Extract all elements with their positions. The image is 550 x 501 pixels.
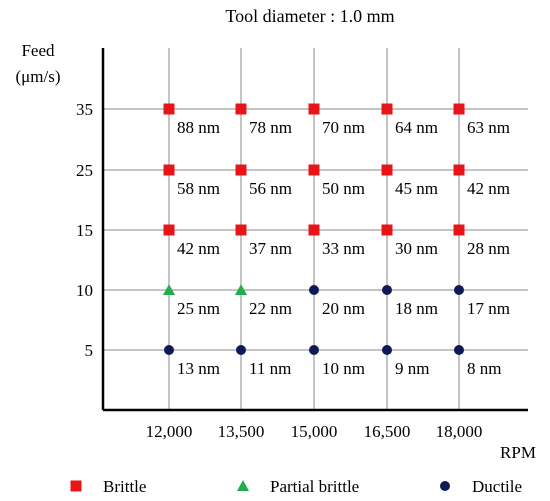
data-point-label: 18 nm xyxy=(395,299,438,318)
data-point-label: 88 nm xyxy=(177,118,220,137)
legend-label: Ductile xyxy=(472,477,522,496)
data-point-label: 20 nm xyxy=(322,299,365,318)
data-point-brittle xyxy=(163,224,175,236)
data-point-label: 9 nm xyxy=(395,359,429,378)
data-point-label: 42 nm xyxy=(467,179,510,198)
y-tick-label: 25 xyxy=(76,161,93,180)
data-point-label: 70 nm xyxy=(322,118,365,137)
legend-item-brittle: Brittle xyxy=(70,477,146,496)
data-point-label: 33 nm xyxy=(322,239,365,258)
x-tick-labels: 12,000 13,500 15,000 16,500 18,000 xyxy=(146,422,483,441)
x-tick-label: 18,000 xyxy=(436,422,483,441)
data-point-ductile xyxy=(309,345,319,355)
data-point-brittle xyxy=(163,164,175,176)
y-axis-label-line1: Feed xyxy=(21,41,55,60)
y-tick-labels: 35 25 15 10 5 xyxy=(76,100,93,360)
data-points: 88 nm 78 nm 70 nm 64 nm 63 nm 58 nm 56 nm 50 nm… xyxy=(163,103,510,378)
data-point-ductile xyxy=(382,285,392,295)
y-tick-label: 10 xyxy=(76,281,93,300)
data-point-brittle xyxy=(235,103,247,115)
data-point-label: 63 nm xyxy=(467,118,510,137)
x-tick-label: 15,000 xyxy=(291,422,338,441)
data-point-ductile xyxy=(164,345,174,355)
data-point-label: 42 nm xyxy=(177,239,220,258)
data-point-ductile xyxy=(454,285,464,295)
data-point-label: 28 nm xyxy=(467,239,510,258)
data-point-brittle xyxy=(235,224,247,236)
chart-title: Tool diameter : 1.0 mm xyxy=(225,6,394,26)
data-point-ductile xyxy=(382,345,392,355)
data-point-ductile xyxy=(309,285,319,295)
data-point-ductile xyxy=(454,345,464,355)
legend-marker-partial xyxy=(237,480,249,491)
data-point-label: 37 nm xyxy=(249,239,292,258)
data-point-ductile xyxy=(236,345,246,355)
data-point-partial xyxy=(235,284,247,295)
legend-item-partial: Partial brittle xyxy=(237,477,359,496)
data-point-label: 56 nm xyxy=(249,179,292,198)
data-point-label: 78 nm xyxy=(249,118,292,137)
data-point-label: 13 nm xyxy=(177,359,220,378)
data-point-brittle xyxy=(381,164,393,176)
y-tick-label: 35 xyxy=(76,100,93,119)
data-point-brittle xyxy=(381,103,393,115)
x-tick-label: 13,500 xyxy=(218,422,265,441)
data-point-brittle xyxy=(163,103,175,115)
legend: Brittle Partial brittle Ductile xyxy=(70,477,522,496)
data-point-label: 22 nm xyxy=(249,299,292,318)
data-point-label: 50 nm xyxy=(322,179,365,198)
data-point-brittle xyxy=(453,103,465,115)
data-point-brittle xyxy=(381,224,393,236)
data-point-label: 58 nm xyxy=(177,179,220,198)
legend-label: Partial brittle xyxy=(270,477,359,496)
x-axis-label: RPM xyxy=(500,443,536,462)
data-point-brittle xyxy=(235,164,247,176)
y-axis-label-line2: (μm/s) xyxy=(16,67,61,86)
data-point-brittle xyxy=(308,103,320,115)
data-point-label: 8 nm xyxy=(467,359,501,378)
x-tick-label: 16,500 xyxy=(364,422,411,441)
legend-label: Brittle xyxy=(103,477,146,496)
legend-marker-ductile xyxy=(440,481,450,491)
data-point-partial xyxy=(163,284,175,295)
data-point-brittle xyxy=(453,224,465,236)
legend-marker-brittle xyxy=(70,480,82,492)
x-tick-label: 12,000 xyxy=(146,422,193,441)
data-point-label: 10 nm xyxy=(322,359,365,378)
data-point-brittle xyxy=(308,224,320,236)
data-point-label: 64 nm xyxy=(395,118,438,137)
data-point-label: 17 nm xyxy=(467,299,510,318)
data-point-label: 45 nm xyxy=(395,179,438,198)
y-tick-label: 15 xyxy=(76,221,93,240)
data-point-label: 30 nm xyxy=(395,239,438,258)
data-point-brittle xyxy=(308,164,320,176)
data-point-label: 11 nm xyxy=(249,359,291,378)
axes xyxy=(101,48,528,412)
legend-item-ductile: Ductile xyxy=(440,477,522,496)
y-tick-label: 5 xyxy=(85,341,94,360)
data-point-brittle xyxy=(453,164,465,176)
data-point-label: 25 nm xyxy=(177,299,220,318)
